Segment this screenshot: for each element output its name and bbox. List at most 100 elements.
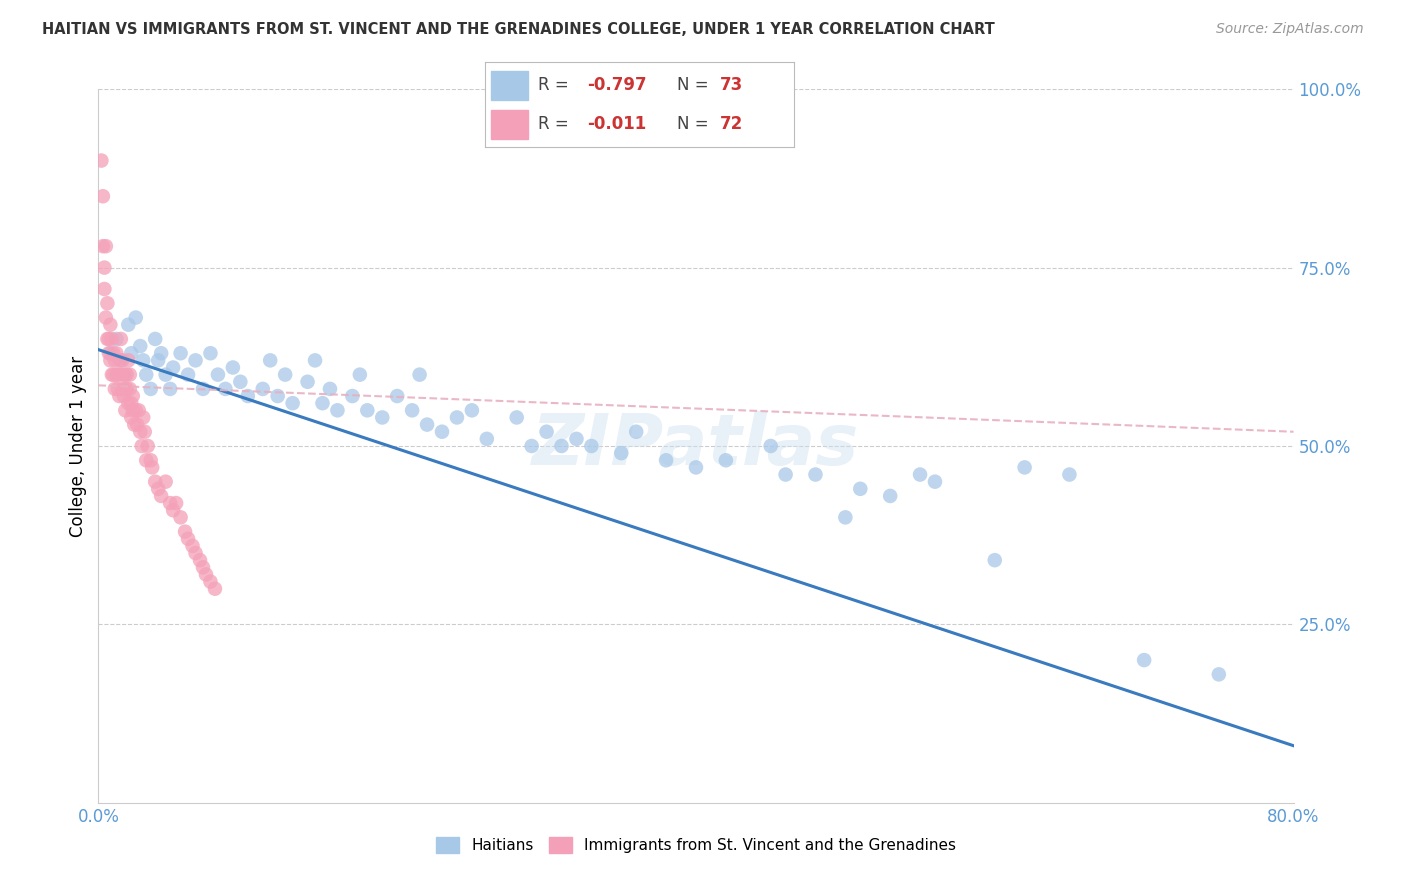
Point <box>117 318 139 332</box>
Text: N =: N = <box>676 115 714 133</box>
Point <box>356 403 378 417</box>
Point <box>108 353 131 368</box>
Point <box>129 425 152 439</box>
Point <box>1014 460 1036 475</box>
Point <box>155 368 177 382</box>
Point <box>162 503 184 517</box>
Point <box>128 403 150 417</box>
Point <box>104 382 127 396</box>
Point <box>446 410 468 425</box>
Point <box>143 332 166 346</box>
Point <box>924 475 946 489</box>
Point <box>111 353 134 368</box>
Point <box>174 524 197 539</box>
Point <box>879 489 901 503</box>
Point <box>214 382 236 396</box>
Point <box>91 189 114 203</box>
Text: N =: N = <box>676 77 714 95</box>
Point <box>207 368 229 382</box>
Point <box>1208 667 1230 681</box>
Point <box>162 360 184 375</box>
Point <box>114 403 136 417</box>
Point <box>120 346 142 360</box>
Point <box>148 482 170 496</box>
Point <box>804 467 827 482</box>
Text: 72: 72 <box>720 115 744 133</box>
Point <box>150 489 173 503</box>
Point <box>252 382 274 396</box>
Point <box>115 382 138 396</box>
Point <box>112 368 135 382</box>
Point <box>96 296 118 310</box>
Point <box>103 346 125 360</box>
Point <box>110 368 132 382</box>
Point <box>139 453 162 467</box>
Point <box>150 346 173 360</box>
Point <box>117 396 139 410</box>
Point <box>111 382 134 396</box>
Point <box>121 403 143 417</box>
Point <box>229 375 252 389</box>
Point <box>908 467 931 482</box>
Point <box>550 439 572 453</box>
Point <box>110 332 132 346</box>
Point <box>125 310 148 325</box>
Point <box>134 425 156 439</box>
Point <box>1059 467 1081 482</box>
Point <box>132 353 155 368</box>
Point <box>103 368 125 382</box>
Point <box>105 368 128 382</box>
Point <box>136 439 159 453</box>
Point <box>775 467 797 482</box>
Point <box>401 403 423 417</box>
Text: R =: R = <box>537 115 574 133</box>
Point <box>304 353 326 368</box>
Point <box>461 403 484 417</box>
Point <box>93 282 115 296</box>
Point <box>107 382 129 396</box>
Point <box>132 410 155 425</box>
Point <box>319 382 342 396</box>
Point <box>188 553 211 567</box>
Point <box>236 389 259 403</box>
Point <box>200 574 222 589</box>
Point <box>117 353 139 368</box>
Point <box>475 432 498 446</box>
Point <box>984 553 1007 567</box>
Point <box>685 460 707 475</box>
Point <box>91 239 114 253</box>
Point <box>181 539 204 553</box>
Point <box>129 339 152 353</box>
Point <box>115 368 138 382</box>
Point <box>177 368 200 382</box>
Point <box>120 410 142 425</box>
Text: 73: 73 <box>720 77 744 95</box>
Point <box>200 346 222 360</box>
Text: -0.797: -0.797 <box>588 77 647 95</box>
Bar <box>491 71 529 100</box>
Point <box>184 546 207 560</box>
Point <box>626 425 648 439</box>
Point <box>274 368 297 382</box>
Point <box>112 389 135 403</box>
Point <box>655 453 678 467</box>
Point <box>195 567 218 582</box>
Point <box>155 475 177 489</box>
Text: Source: ZipAtlas.com: Source: ZipAtlas.com <box>1216 22 1364 37</box>
Point <box>135 368 157 382</box>
Point <box>90 153 112 168</box>
Point <box>204 582 226 596</box>
Point <box>97 346 120 360</box>
Point <box>342 389 364 403</box>
Point <box>759 439 782 453</box>
Point <box>98 346 122 360</box>
Point <box>101 368 124 382</box>
Point <box>114 382 136 396</box>
Point <box>135 453 157 467</box>
Point <box>169 510 191 524</box>
Point <box>311 396 333 410</box>
Point <box>94 310 117 325</box>
Point <box>110 353 132 368</box>
Legend: Haitians, Immigrants from St. Vincent and the Grenadines: Haitians, Immigrants from St. Vincent an… <box>430 831 962 859</box>
Point <box>93 260 115 275</box>
